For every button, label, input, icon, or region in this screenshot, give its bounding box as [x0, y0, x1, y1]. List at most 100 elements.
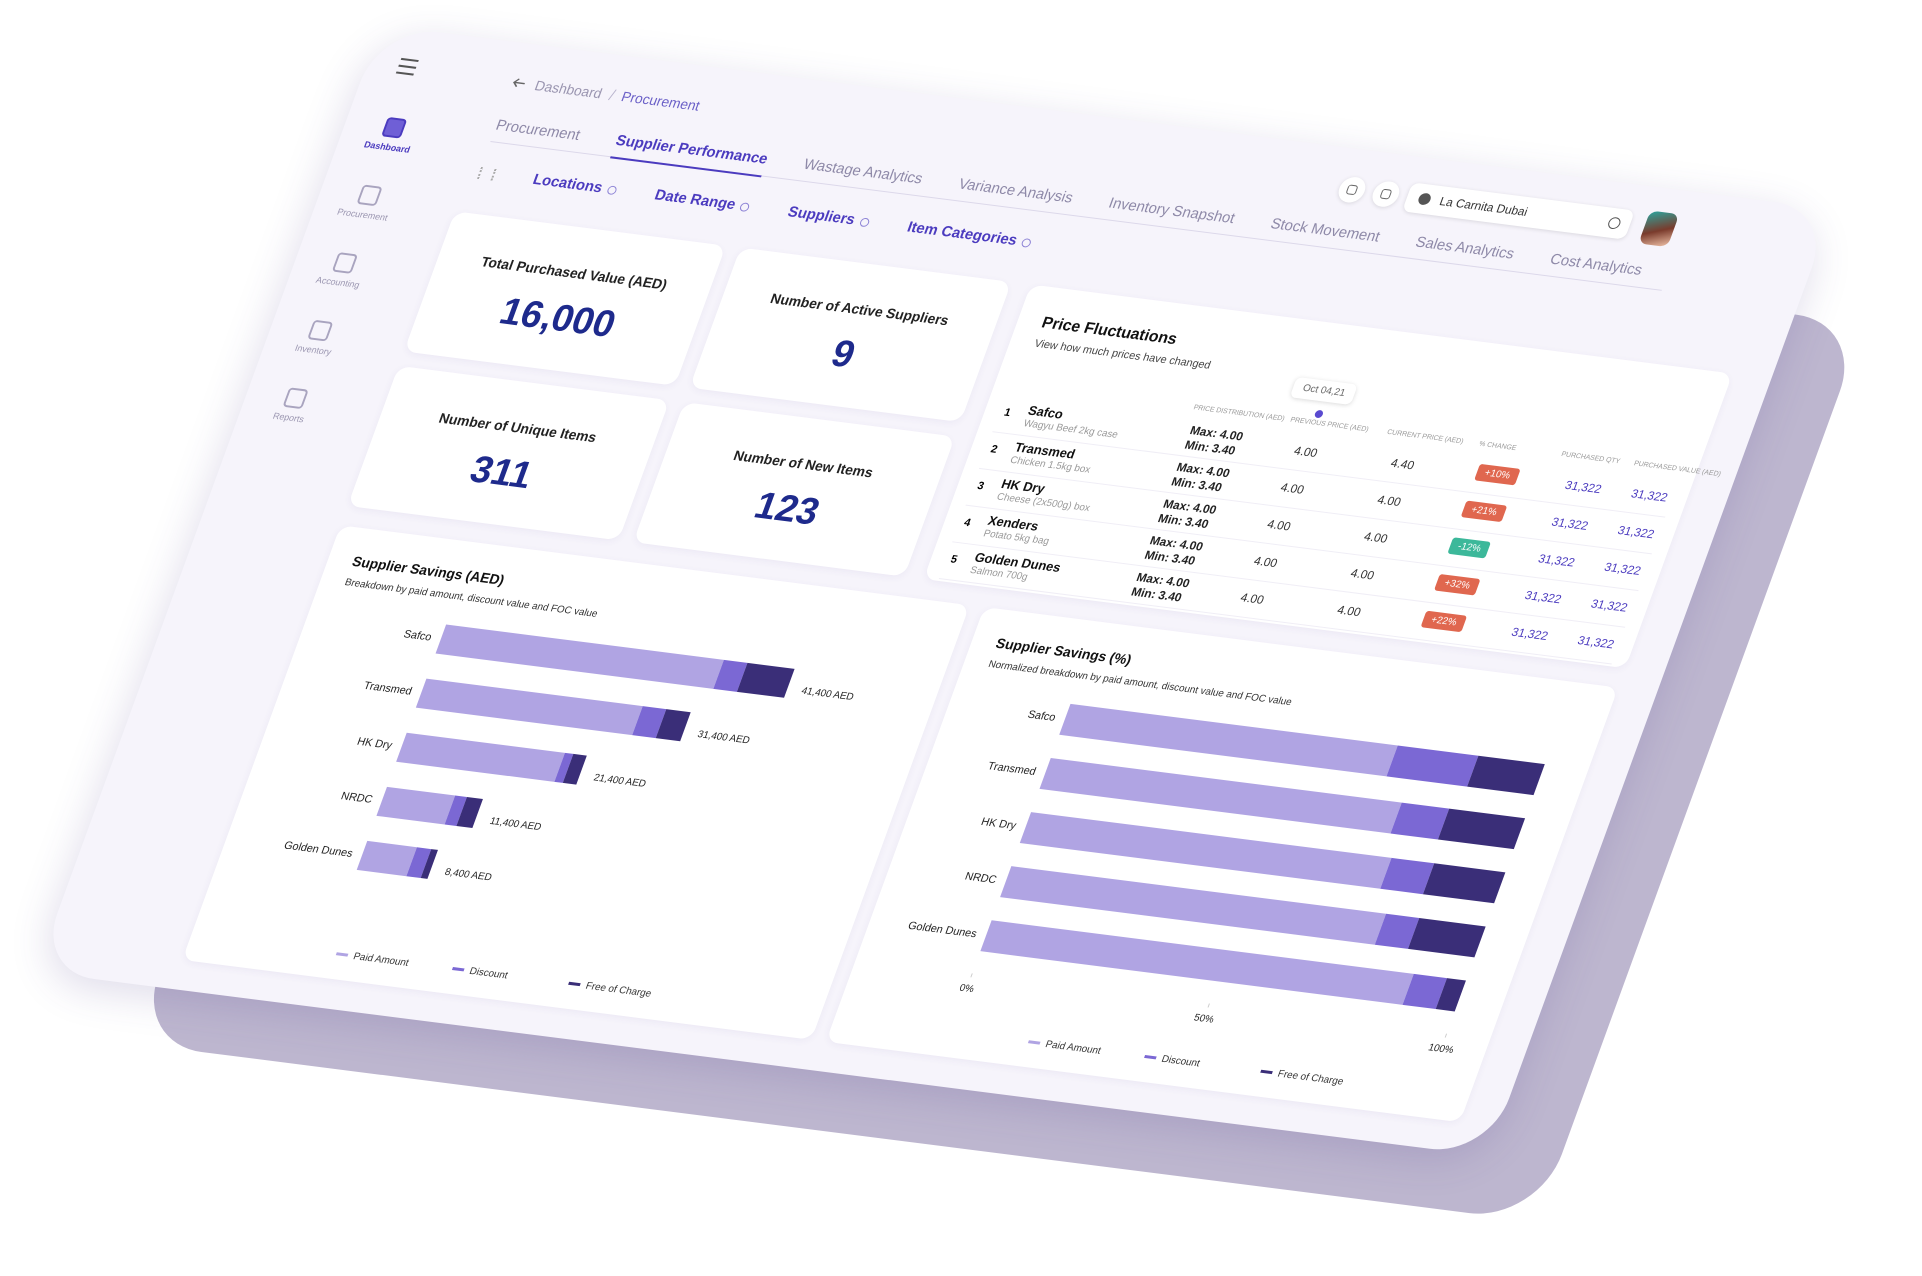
cell-current: 4.00	[1335, 602, 1363, 620]
tab[interactable]: Supplier Performance	[609, 132, 771, 178]
avatar[interactable]	[1638, 210, 1680, 248]
breadcrumb-item[interactable]: Dashboard	[532, 77, 605, 102]
column-header: % Change	[1477, 440, 1518, 453]
total-label: 8,400 AED	[443, 867, 493, 883]
tab[interactable]: Stock Movement	[1268, 215, 1383, 246]
category-label: NRDC	[963, 871, 998, 886]
bar-segment	[1390, 802, 1450, 840]
column-header: Purchased Qty	[1560, 451, 1622, 466]
category-label: Golden Dunes	[282, 840, 355, 860]
bar-segment	[1386, 745, 1479, 787]
cell-value: 31,322	[1602, 559, 1643, 578]
legend-swatch	[1260, 1069, 1273, 1075]
breadcrumb-item[interactable]: Procurement	[619, 88, 703, 114]
bar-segment	[420, 849, 438, 879]
tab[interactable]: Variance Analysis	[955, 175, 1076, 207]
filter[interactable]: Date Range	[652, 187, 752, 215]
tab[interactable]: Procurement	[493, 116, 583, 144]
cell-current: 4.00	[1375, 492, 1404, 510]
tooltip: Oct 04,21	[1289, 376, 1359, 405]
tab[interactable]: Inventory Snapshot	[1106, 194, 1238, 228]
tab[interactable]: Wastage Analytics	[801, 155, 926, 188]
bar-segment	[376, 786, 456, 825]
price-card: Price Fluctuations View how much prices …	[923, 284, 1733, 669]
cell-value: 31,322	[1615, 523, 1657, 542]
filter[interactable]: Item Categories	[905, 219, 1034, 251]
bar-segment	[435, 624, 724, 689]
sidebar-icon	[356, 184, 383, 207]
legend-label: Discount	[1160, 1054, 1202, 1069]
bar-segment	[713, 659, 748, 692]
x-tick-label: 50%	[1192, 1013, 1215, 1026]
tooltip-dot	[1313, 409, 1325, 419]
sidebar-item[interactable]: Inventory	[273, 316, 363, 360]
cell-value: 31,322	[1629, 486, 1670, 505]
kpi-value: 16,000	[494, 290, 622, 346]
legend-swatch	[568, 981, 581, 987]
bar-segment	[1422, 863, 1506, 904]
back-arrow[interactable]	[510, 77, 527, 88]
cell-change: +21%	[1460, 500, 1508, 523]
sidebar-item[interactable]: Dashboard	[347, 113, 437, 157]
x-tick-label: 100%	[1427, 1042, 1456, 1056]
filter[interactable]: Locations	[530, 171, 619, 198]
category-label: HK Dry	[979, 816, 1018, 832]
column-header: Previous Price (AED)	[1289, 416, 1370, 434]
cell-qty: 31,322	[1549, 514, 1591, 533]
bar-segment	[1380, 857, 1435, 895]
bar-segment	[1402, 973, 1447, 1010]
category-label: HK Dry	[355, 736, 394, 752]
legend-swatch	[1027, 1040, 1041, 1045]
sidebar-icon	[381, 116, 408, 139]
filter-icon	[477, 166, 497, 181]
filter[interactable]: Suppliers	[785, 203, 872, 230]
sidebar-item[interactable]: Reports	[248, 384, 338, 428]
bar-segment	[1467, 755, 1545, 796]
sidebar-label: Procurement	[335, 206, 390, 223]
bar-segment	[415, 678, 643, 736]
sidebar-icon	[331, 252, 359, 274]
bar-segment	[1407, 918, 1486, 958]
chart-card: Supplier Savings (%) Normalized breakdown…	[825, 607, 1619, 1123]
location-select[interactable]: La Carnita Dubai	[1401, 182, 1636, 240]
kpi-card: Number of New Items 123	[633, 402, 956, 577]
location-name: La Carnita Dubai	[1437, 194, 1530, 219]
bar-segment	[554, 752, 574, 783]
legend-label: Free of Charge	[584, 981, 653, 1000]
bar-segment	[736, 662, 795, 698]
cell-previous: 4.00	[1251, 553, 1280, 571]
menu-button[interactable]	[395, 57, 419, 76]
sidebar-icon	[307, 319, 334, 342]
category-label: Transmed	[986, 760, 1038, 778]
cell-previous: 4.00	[1238, 590, 1267, 607]
bar-segment	[406, 847, 432, 879]
tab[interactable]: Sales Analytics	[1413, 233, 1517, 263]
chart-card: Supplier Savings (AED) Breakdown by paid …	[182, 525, 970, 1040]
bar-segment	[1019, 812, 1392, 889]
sidebar-label: Reports	[271, 410, 306, 425]
dashboard: Dashboard Procurement Procurement Supplier…	[36, 25, 1833, 1157]
bar-segment	[1059, 703, 1398, 777]
cell-current: 4.40	[1388, 455, 1417, 473]
bar-segment	[1435, 978, 1466, 1012]
messages[interactable]	[1368, 179, 1404, 209]
legend-swatch	[451, 967, 465, 972]
category-label: Transmed	[362, 680, 414, 698]
sidebar-item[interactable]: Procurement	[322, 181, 412, 225]
bar-segment	[1039, 757, 1402, 834]
x-tick-label: 0%	[958, 983, 976, 995]
kpi-value: 9	[825, 333, 861, 377]
cell-change: +22%	[1420, 610, 1468, 633]
notifications[interactable]	[1334, 175, 1370, 204]
cell-qty: 31,322	[1509, 624, 1551, 643]
sidebar-item[interactable]: Accounting	[297, 248, 387, 292]
cell-previous: 4.00	[1292, 443, 1320, 460]
kpi-card: Number of Unique Items 311	[347, 365, 670, 541]
cell-rank: 1	[1002, 406, 1013, 420]
bar-segment	[456, 796, 483, 829]
legend-label: Paid Amount	[1044, 1039, 1103, 1057]
kpi-card: Total Purchased Value (AED) 16,000	[403, 211, 726, 386]
tab[interactable]: Cost Analytics	[1547, 250, 1645, 279]
kpi-value: 311	[464, 448, 539, 497]
bar-segment	[444, 795, 467, 826]
